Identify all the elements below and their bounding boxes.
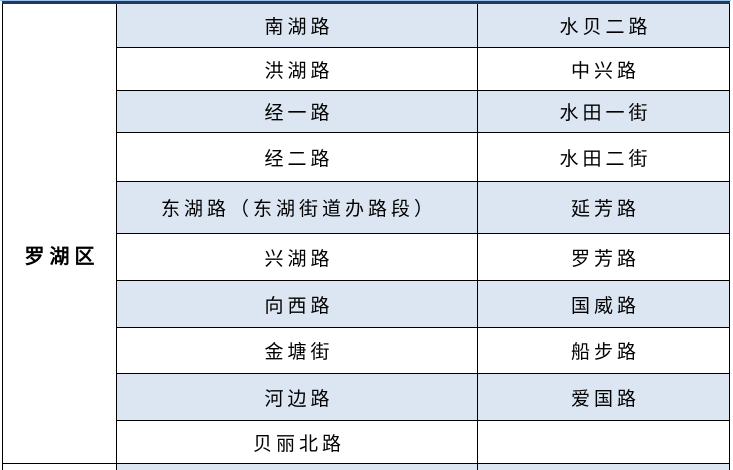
road-cell: 延芳路 — [477, 181, 730, 234]
road-cell: 水田一街 — [477, 90, 730, 133]
table-row: 贝丽北路 — [3, 420, 730, 464]
road-cell: 河边路 — [116, 373, 478, 421]
road-cell: 贝丽北路 — [116, 420, 478, 464]
district-cell-next — [2, 463, 117, 470]
road-cell: 洪湖路 — [116, 47, 478, 91]
road-cell: 中兴路 — [477, 47, 730, 91]
table-row: 河边路 爱国路 — [3, 373, 730, 421]
table-row: 罗湖区 南湖路 水贝二路 — [2, 2, 730, 464]
table-row-partial — [2, 463, 730, 470]
table-row: 经一路 水田一街 — [3, 90, 730, 133]
table-row: 东湖路（东湖街道办路段） 延芳路 — [3, 181, 730, 234]
district-label: 罗湖区 — [24, 246, 100, 268]
road-cell — [477, 420, 730, 464]
road-cell: 经一路 — [116, 90, 478, 133]
road-cell: 东湖路（东湖街道办路段） — [116, 181, 478, 234]
road-cell: 爱国路 — [477, 373, 730, 421]
road-cell: 向西路 — [116, 280, 478, 328]
district-cell: 罗湖区 — [2, 2, 117, 464]
previous-row-sliver — [0, 0, 731, 1]
road-cell — [477, 463, 730, 470]
road-cell: 罗芳路 — [477, 233, 730, 281]
road-cell — [116, 463, 478, 470]
road-cell: 南湖路 — [116, 2, 478, 48]
road-cell: 经二路 — [116, 132, 478, 182]
table-row: 兴湖路 罗芳路 — [3, 233, 730, 281]
road-cell: 船步路 — [477, 327, 730, 374]
table-row: 经二路 水田二街 — [3, 132, 730, 182]
road-cell: 水田二街 — [477, 132, 730, 182]
road-cell: 水贝二路 — [477, 2, 730, 48]
road-cell: 兴湖路 — [116, 233, 478, 281]
table-row: 金塘街 船步路 — [3, 327, 730, 374]
table-row: 洪湖路 中兴路 — [3, 47, 730, 91]
road-cell: 国威路 — [477, 280, 730, 328]
road-cell: 金塘街 — [116, 327, 478, 374]
